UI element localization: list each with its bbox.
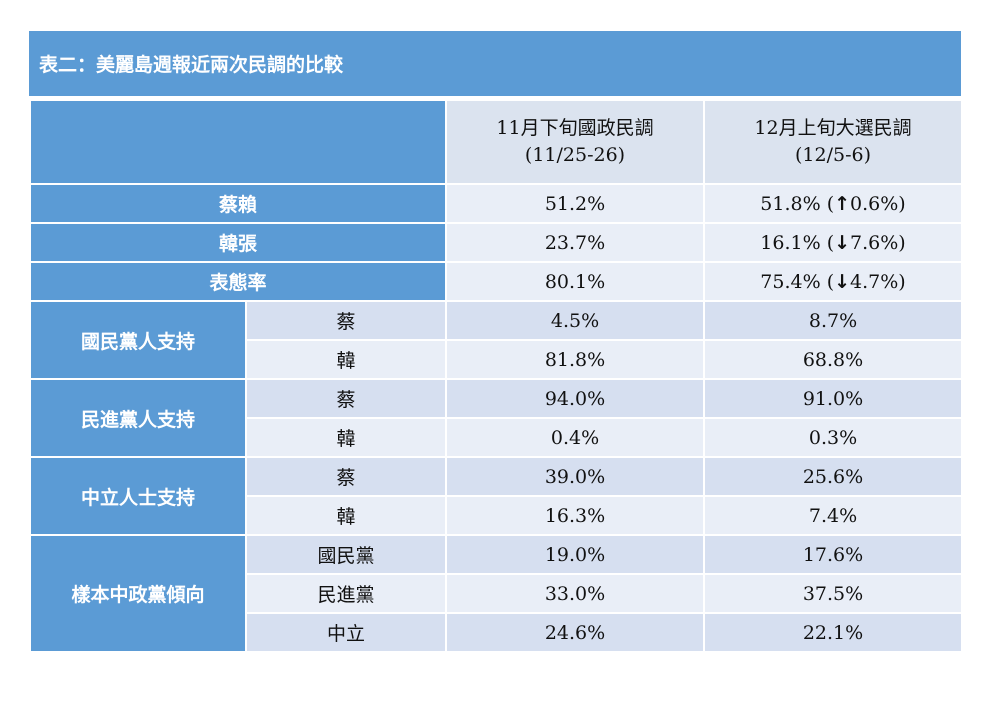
sub-label: 民進黨 — [245, 573, 447, 614]
column-header-2-dates: (12/5-6) — [795, 144, 871, 166]
value-cell: 33.0% — [445, 573, 705, 614]
value-cell: 19.0% — [445, 534, 705, 575]
value-text: 16.1% — [760, 231, 821, 254]
column-header-2: 12月上旬大選民調 (12/5-6) — [703, 99, 963, 185]
row-label: 表態率 — [29, 261, 447, 302]
sub-label: 國民黨 — [245, 534, 447, 575]
paren-open: ( — [826, 270, 835, 293]
column-header-1-dates: (11/25-26) — [524, 144, 626, 166]
value-cell-with-change: 51.8% (↑0.6%) — [703, 183, 963, 224]
table-title: 表二：美麗島週報近兩次民調的比較 — [29, 31, 961, 99]
change-text: 4.7%) — [850, 270, 906, 293]
value-cell: 51.2% — [445, 183, 705, 224]
comparison-table: 11月下旬國政民調 (11/25-26) 12月上旬大選民調 (12/5-6) … — [29, 99, 963, 653]
value-cell: 23.7% — [445, 222, 705, 263]
value-cell: 39.0% — [445, 456, 705, 497]
value-text: 75.4% — [760, 270, 821, 293]
table-row: 中立人士支持 蔡 39.0% 25.6% — [29, 456, 963, 536]
value-cell: 91.0% — [703, 378, 963, 419]
value-cell-with-change: 75.4% (↓4.7%) — [703, 261, 963, 302]
paren-open: ( — [826, 231, 835, 254]
table-row: 民進黨人支持 蔡 94.0% 91.0% — [29, 378, 963, 458]
sub-label: 蔡 — [245, 378, 447, 419]
header-corner-cell — [29, 99, 447, 185]
sub-label: 蔡 — [245, 300, 447, 341]
arrow-down-icon: ↓ — [834, 231, 851, 254]
change-text: 7.6%) — [850, 231, 906, 254]
group-label: 民進黨人支持 — [29, 378, 247, 458]
value-cell: 80.1% — [445, 261, 705, 302]
row-label: 蔡賴 — [29, 183, 447, 224]
arrow-up-icon: ↑ — [834, 192, 851, 215]
sub-label: 韓 — [245, 495, 447, 536]
column-header-1-title: 11月下旬國政民調 — [496, 117, 654, 139]
table-row: 韓 16.3% 7.4% — [30, 495, 963, 536]
value-cell: 17.6% — [703, 534, 963, 575]
value-cell: 81.8% — [445, 339, 705, 380]
row-label: 韓張 — [29, 222, 447, 263]
value-cell: 37.5% — [703, 573, 963, 614]
value-cell: 16.3% — [445, 495, 705, 536]
value-cell: 24.6% — [445, 612, 705, 653]
value-cell-with-change: 16.1% (↓7.6%) — [703, 222, 963, 263]
table-row: 表態率 80.1% 75.4% (↓4.7%) — [29, 261, 963, 302]
column-header-1: 11月下旬國政民調 (11/25-26) — [445, 99, 705, 185]
sub-label: 蔡 — [245, 456, 447, 497]
paren-open: ( — [826, 192, 835, 215]
comparison-table-container: 表二：美麗島週報近兩次民調的比較 11月下旬國政民調 (11/25-26) 12… — [29, 31, 963, 653]
table-row: 韓 81.8% 68.8% — [30, 339, 963, 380]
value-cell: 94.0% — [445, 378, 705, 419]
column-header-2-title: 12月上旬大選民調 — [754, 117, 912, 139]
value-cell: 4.5% — [445, 300, 705, 341]
table-row: 韓 0.4% 0.3% — [30, 417, 963, 458]
value-cell: 7.4% — [703, 495, 963, 536]
table-row: 國民黨人支持 蔡 4.5% 8.7% — [29, 300, 963, 380]
sub-label: 韓 — [245, 417, 447, 458]
value-cell: 0.3% — [703, 417, 963, 458]
table-row: 民進黨 33.0% 37.5% — [30, 573, 963, 614]
header-row: 11月下旬國政民調 (11/25-26) 12月上旬大選民調 (12/5-6) — [29, 99, 963, 185]
table-row: 樣本中政黨傾向 國民黨 19.0% 17.6% — [29, 534, 963, 653]
group-label: 樣本中政黨傾向 — [29, 534, 247, 653]
group-label: 中立人士支持 — [29, 456, 247, 536]
value-cell: 8.7% — [703, 300, 963, 341]
change-text: 0.6%) — [850, 192, 906, 215]
value-cell: 0.4% — [445, 417, 705, 458]
group-label: 國民黨人支持 — [29, 300, 247, 380]
value-cell: 68.8% — [703, 339, 963, 380]
arrow-down-icon: ↓ — [834, 270, 851, 293]
table-row: 蔡賴 51.2% 51.8% (↑0.6%) — [29, 183, 963, 224]
value-text: 51.8% — [760, 192, 821, 215]
sub-label: 中立 — [245, 612, 447, 653]
value-cell: 22.1% — [703, 612, 963, 653]
value-cell: 25.6% — [703, 456, 963, 497]
sub-label: 韓 — [245, 339, 447, 380]
table-row: 韓張 23.7% 16.1% (↓7.6%) — [29, 222, 963, 263]
table-row: 中立 24.6% 22.1% — [30, 612, 963, 653]
